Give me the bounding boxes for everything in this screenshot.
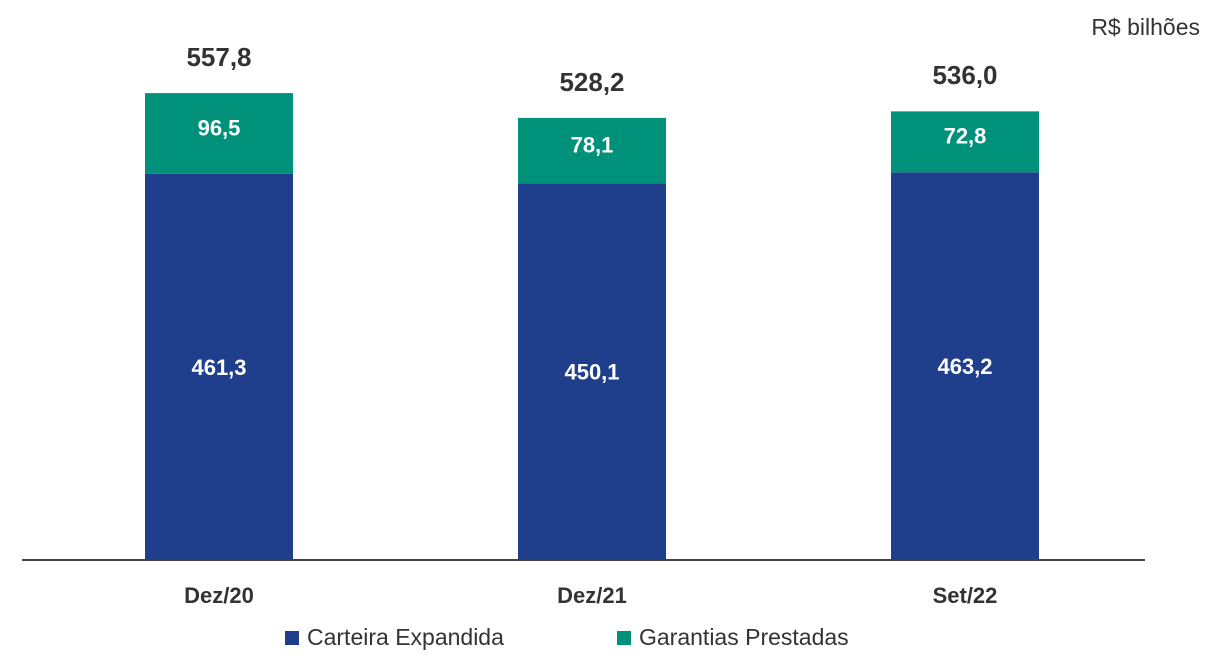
data-label: 78,1	[571, 132, 614, 157]
legend-swatch	[617, 631, 631, 645]
legend-label: Carteira Expandida	[307, 624, 504, 650]
data-label: 450,1	[564, 359, 619, 384]
unit-label: R$ bilhões	[1091, 14, 1200, 40]
x-tick-label: Set/22	[933, 583, 998, 608]
total-label: 557,8	[186, 42, 251, 72]
bar-segment	[145, 93, 293, 174]
bar-segment	[891, 111, 1039, 173]
data-label: 96,5	[198, 115, 241, 140]
legend-label: Garantias Prestadas	[639, 624, 849, 650]
bar-segment	[891, 172, 1039, 560]
bar-segment	[145, 173, 293, 560]
x-tick-label: Dez/21	[557, 583, 627, 608]
legend-swatch	[285, 631, 299, 645]
data-label: 463,2	[937, 354, 992, 379]
bar-segment	[518, 183, 666, 560]
total-label: 536,0	[932, 60, 997, 90]
x-tick-label: Dez/20	[184, 583, 254, 608]
data-label: 461,3	[191, 355, 246, 380]
data-label: 72,8	[944, 124, 987, 149]
bar-segment	[518, 117, 666, 184]
total-label: 528,2	[559, 67, 624, 97]
